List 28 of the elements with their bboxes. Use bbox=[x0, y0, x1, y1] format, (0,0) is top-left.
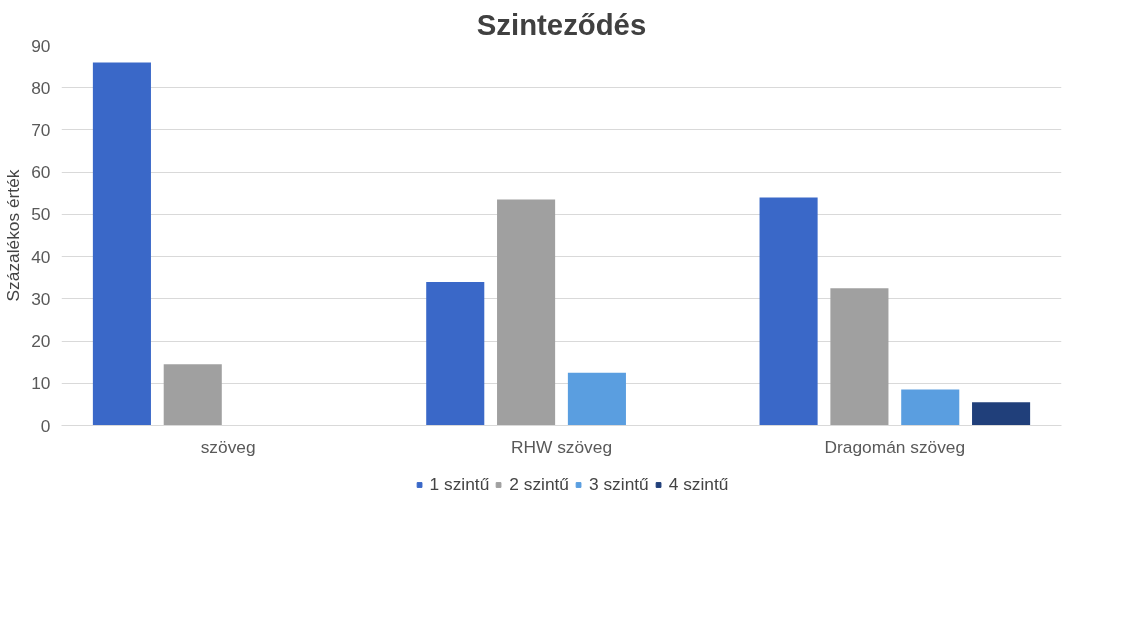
y-tick-label: 60 bbox=[31, 162, 51, 183]
x-tick-label: szöveg bbox=[200, 436, 256, 457]
bar bbox=[759, 197, 818, 426]
legend-label: 4 szintű bbox=[668, 473, 729, 495]
legend-label: 3 szintű bbox=[589, 473, 649, 495]
y-axis-title: Százalékos érték bbox=[3, 169, 24, 302]
y-tick-label: 20 bbox=[31, 331, 51, 352]
legend-label: 1 szintű bbox=[429, 473, 490, 495]
bar bbox=[901, 389, 960, 426]
y-tick-label: 30 bbox=[31, 288, 51, 309]
y-tick-label: 80 bbox=[31, 77, 51, 98]
bar bbox=[567, 372, 626, 426]
bar bbox=[92, 62, 151, 426]
bar bbox=[163, 364, 222, 426]
legend-label: 2 szintű bbox=[509, 473, 569, 495]
y-tick-label: 10 bbox=[31, 373, 51, 394]
bar bbox=[830, 288, 889, 426]
bar bbox=[497, 199, 556, 426]
chart-title: Szinteződés bbox=[476, 7, 647, 41]
bar bbox=[972, 402, 1031, 426]
bar bbox=[426, 281, 485, 426]
y-tick-label: 0 bbox=[40, 415, 51, 436]
y-tick-label: 70 bbox=[31, 119, 51, 140]
y-tick-label: 90 bbox=[31, 35, 51, 56]
y-tick-label: 50 bbox=[31, 204, 51, 225]
y-tick-label: 40 bbox=[31, 246, 51, 267]
x-tick-label: Dragomán szöveg bbox=[824, 436, 966, 457]
x-tick-label: RHW szöveg bbox=[510, 436, 613, 457]
